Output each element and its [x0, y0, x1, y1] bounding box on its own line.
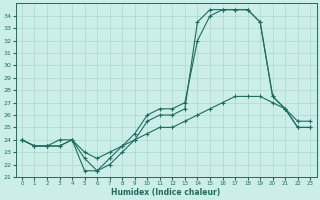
X-axis label: Humidex (Indice chaleur): Humidex (Indice chaleur) [111, 188, 221, 197]
